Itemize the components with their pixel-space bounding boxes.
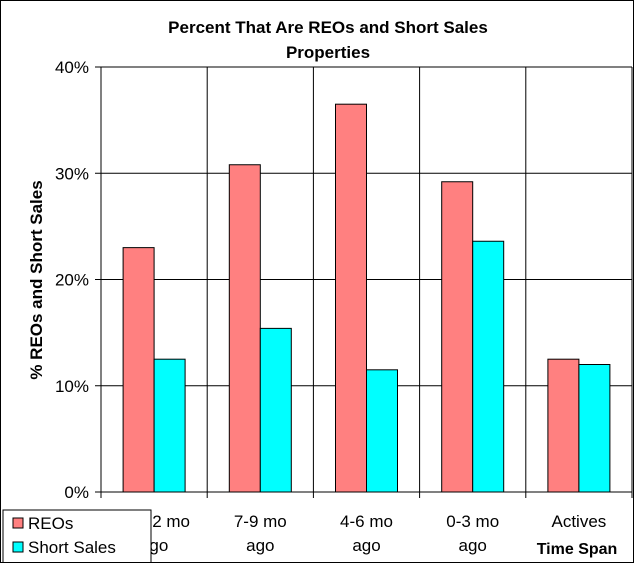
bar-reos [122,247,155,493]
y-tick-label: 10% [55,377,89,396]
chart-title-line-1: Percent That Are REOs and Short Sales [168,18,488,37]
bar-short-sales [472,240,505,493]
x-tick-label: ago [246,536,274,555]
legend-box [2,509,152,562]
x-tick-label: Actives [552,512,607,531]
chart-title-line-2: Properties [286,43,370,62]
y-tick-label: 30% [55,164,89,183]
legend: REOs Short Sales [2,509,152,562]
legend-label-reos: REOs [28,514,73,533]
x-tick-label: 7-9 mo [234,512,287,531]
x-tick-label: 0-3 mo [446,512,499,531]
x-tick-label: ago [459,536,487,555]
legend-swatch-reos [12,517,24,529]
bar-reos [547,358,580,493]
x-axis-label: Time Span [537,541,618,558]
legend-swatch-short-sales [12,541,24,553]
bar-reos [441,181,474,493]
bar-short-sales [259,327,292,493]
y-tick-label: 0% [64,483,89,502]
y-tick-label: 20% [55,271,89,290]
legend-label-short-sales: Short Sales [28,538,116,557]
bar-short-sales [366,369,398,493]
x-tick-label: 4-6 mo [340,512,393,531]
x-tick-label: ago [352,536,380,555]
bar-reos [228,164,261,493]
bar-short-sales [578,364,611,493]
y-axis-label: % REOs and Short Sales [27,180,46,379]
bar-short-sales [153,358,186,493]
bar-reos [335,103,367,493]
y-tick-label: 40% [55,58,89,77]
